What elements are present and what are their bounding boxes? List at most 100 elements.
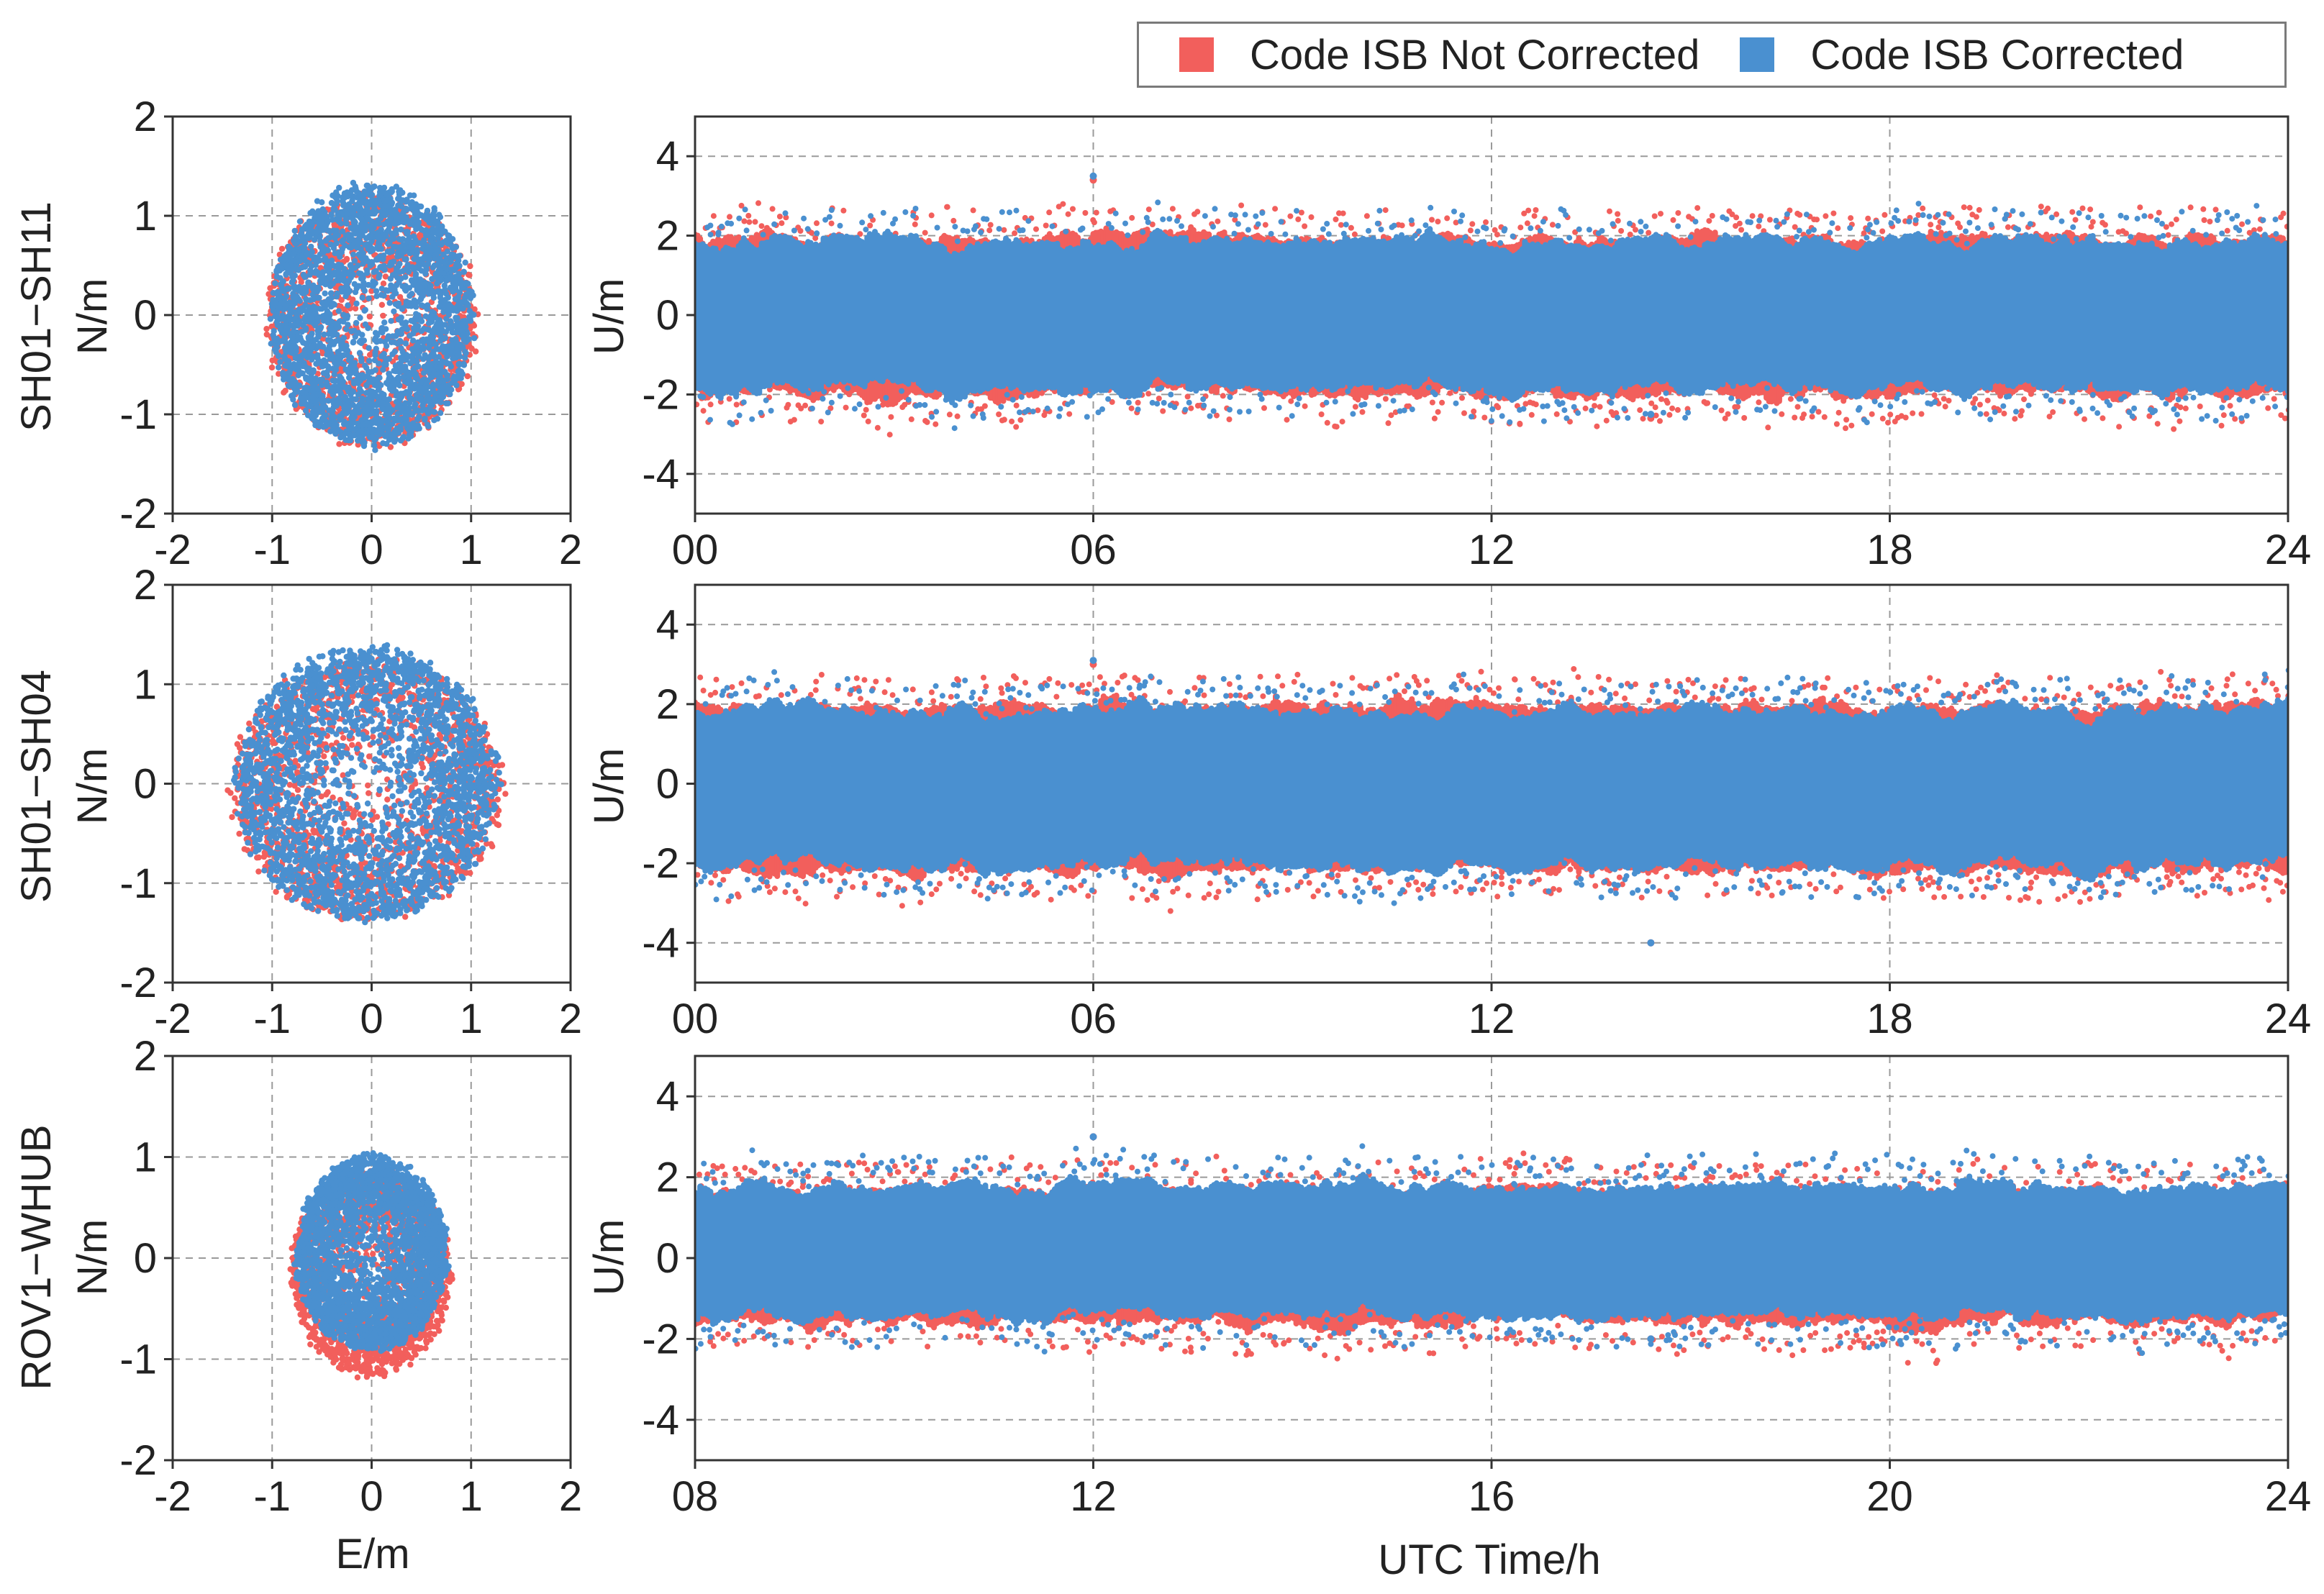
data-point: [291, 272, 298, 279]
data-point: [700, 408, 707, 414]
data-point: [1066, 411, 1073, 417]
data-point: [378, 301, 386, 308]
data-point: [437, 369, 444, 375]
data-point: [361, 440, 368, 446]
data-point: [329, 411, 335, 418]
data-point: [431, 255, 438, 262]
data-point: [888, 414, 894, 420]
data-point: [336, 441, 342, 447]
data-point: [1524, 220, 1530, 227]
data-point: [331, 206, 337, 213]
data-point: [276, 263, 283, 270]
data-point: [416, 240, 422, 247]
data-point: [336, 318, 343, 325]
data-point: [360, 275, 366, 281]
data-point: [1572, 229, 1579, 235]
data-point: [444, 353, 450, 360]
data-point: [350, 380, 358, 387]
data-point: [329, 327, 335, 334]
data-point: [1351, 231, 1358, 237]
data-point: [339, 411, 346, 417]
data-point: [791, 416, 797, 423]
data-point: [369, 219, 376, 226]
data-point: [298, 395, 304, 402]
data-point: [1615, 217, 1621, 224]
data-point: [1885, 419, 1891, 426]
data-point: [339, 198, 346, 204]
data-point: [351, 327, 358, 334]
data-point: [330, 356, 336, 363]
data-point: [327, 428, 334, 434]
data-point: [277, 326, 283, 333]
data-point: [809, 229, 815, 236]
data-point: [283, 324, 289, 330]
data-point: [1013, 402, 1020, 409]
data-point: [987, 222, 994, 228]
data-point: [387, 444, 394, 450]
data-point: [950, 217, 957, 224]
data-point: [301, 316, 308, 323]
data-point: [389, 293, 396, 300]
data-point: [408, 277, 415, 283]
data-point: [944, 204, 950, 210]
data-point: [425, 409, 432, 416]
data-point: [422, 313, 429, 319]
data-point: [308, 210, 314, 217]
data-point: [411, 325, 417, 332]
data-point: [393, 355, 400, 361]
data-point: [1658, 211, 1663, 217]
data-point: [365, 281, 372, 288]
data-point: [1918, 411, 1925, 417]
data-point: [350, 219, 358, 227]
data-point: [380, 281, 387, 287]
data-point: [1435, 219, 1441, 224]
data-point: [335, 308, 342, 314]
data-point: [292, 240, 299, 247]
data-point: [343, 282, 350, 288]
data-point: [418, 302, 425, 309]
data-point: [334, 386, 341, 392]
data-point: [415, 213, 422, 219]
data-point: [416, 414, 422, 420]
data-point: [358, 197, 365, 204]
data-point: [1756, 223, 1762, 229]
data-point: [380, 256, 386, 263]
data-point: [427, 403, 433, 410]
data-point: [291, 283, 297, 290]
data-point: [376, 396, 382, 402]
data-point: [357, 375, 363, 381]
data-point: [276, 338, 283, 345]
data-point: [1869, 411, 1875, 417]
data-point: [430, 353, 437, 360]
data-point: [392, 363, 399, 369]
data-point: [452, 244, 458, 250]
data-point: [423, 381, 430, 387]
data-point: [437, 258, 443, 265]
data-point: [1879, 228, 1886, 234]
data-point: [305, 251, 312, 258]
data-point: [1694, 205, 1701, 211]
data-point: [289, 381, 296, 388]
data-point: [410, 281, 417, 288]
data-point: [382, 433, 389, 440]
data-point: [460, 299, 466, 306]
data-point: [277, 275, 283, 281]
data-point: [368, 288, 375, 294]
data-point: [408, 317, 414, 324]
data-point: [345, 369, 352, 375]
data-point: [404, 196, 410, 203]
data-point: [431, 417, 437, 424]
data-point: [451, 373, 458, 380]
data-point: [1012, 230, 1018, 237]
data-point: [1429, 399, 1435, 406]
data-point: [1597, 404, 1603, 410]
data-point: [358, 357, 365, 364]
data-point: [404, 265, 411, 272]
data-point: [404, 378, 410, 385]
data-point: [273, 319, 280, 325]
data-point: [435, 218, 441, 224]
data-point: [1352, 404, 1358, 410]
data-point: [430, 288, 436, 294]
data-point: [302, 327, 309, 333]
data-point: [1765, 424, 1771, 431]
